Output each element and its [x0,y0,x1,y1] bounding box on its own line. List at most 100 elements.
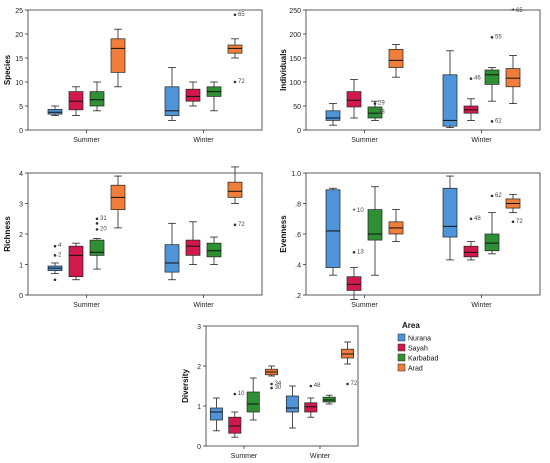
outlier-label: 62 [495,193,502,199]
y-tick-label: 25 [15,8,23,15]
outlier-point [270,382,273,386]
outlier-point [233,80,237,84]
outlier-label: 10 [238,391,245,397]
box-sayah-summer [346,79,362,119]
outlier-point [352,251,356,254]
legend-swatch [397,333,406,342]
box-karbabad-summer [89,81,105,112]
outlier-point [490,120,494,123]
box-karbabad-summer [246,377,260,421]
outlier-point [233,223,237,227]
outlier-label: 72 [238,222,245,228]
box-iqr [110,38,126,73]
box-iqr [164,86,180,116]
box-sayah-summer [68,86,84,116]
y-axis-label: Diversity [181,369,190,403]
outlier-label: 31 [100,216,107,222]
box-nurana-summer [325,103,341,126]
y-tick-label: 3 [197,324,201,331]
x-tick-label: Winter [310,453,331,458]
plot-frame [27,9,263,131]
box-arad-winter [505,193,521,214]
x-tick-label: Winter [471,137,492,144]
box-nurana-summer [47,262,63,275]
outlier-label: 65 [238,12,245,18]
box-arad-winter [227,166,243,204]
box-iqr [89,239,105,256]
legend-swatch [397,343,406,352]
box-arad-summer [110,28,126,88]
outlier-point [233,392,237,396]
box-iqr [227,181,243,198]
y-tick-label: .4 [295,263,301,270]
outlier-label: 65 [516,8,523,14]
box-iqr [228,416,242,434]
x-tick-label: Winter [193,302,214,309]
box-karbabad-summer [367,186,383,276]
box-sayah-summer [346,267,362,300]
box-nurana-winter [285,385,299,429]
x-tick-label: Summer [73,137,100,144]
box-sayah-summer [68,242,84,281]
x-tick-label: Winter [193,137,214,144]
box-iqr [164,244,180,273]
panel-individuals: 0 50 100 150 200 250 Individuals Summer Winter 29… [279,7,541,144]
outlier-label: 20 [100,226,107,232]
y-tick-label: 200 [289,32,301,39]
box-sayah-summer [228,411,242,438]
outlier-label: 48 [314,383,321,389]
box-karbabad-winter [484,212,500,255]
box-iqr [442,187,458,238]
y-tick-label: 5 [19,104,23,111]
y-tick-label: 0 [197,444,201,451]
outlier-star: * [352,207,355,216]
box-arad-winter [227,38,243,59]
box-arad-summer [388,209,404,243]
outlier-point [95,217,99,221]
box-nurana-summer [47,105,63,116]
y-tick-label: 0 [19,293,23,300]
box-arad-summer [388,44,404,78]
box-karbabad-winter [206,81,222,112]
outlier-label: 46 [474,76,481,82]
box-iqr [442,74,458,127]
legend-item: Karbabad [408,356,438,363]
plot-frame [305,172,541,296]
x-tick-label: Winter [471,302,492,309]
y-tick-label: 1.0 [291,171,301,178]
box-karbabad-summer [89,238,105,270]
y-axis-label: Individuals [279,49,288,91]
y-tick-label: 2 [19,232,23,239]
box-iqr [206,242,222,258]
panel-species: 0 5 10 15 20 25 Species Summer Winter 65 72 [3,8,263,144]
plot-frame [205,325,359,447]
x-tick-label: Summer [351,137,378,144]
outlier-label: 30 [275,385,282,391]
box-iqr [388,49,404,68]
box-iqr [367,209,383,241]
outlier-point [270,386,273,390]
y-tick-label: .2 [295,293,301,300]
box-iqr [346,276,362,291]
box-iqr [209,407,223,421]
legend-item: Arad [408,366,423,373]
box-iqr [246,391,260,413]
box-iqr [325,110,341,121]
y-axis-label: Species [3,54,12,85]
outlier-label: 28 [378,110,385,116]
box-karbabad-winter [322,394,336,405]
box-iqr [68,245,84,278]
box-iqr [346,91,362,108]
x-tick-label: Summer [351,302,378,309]
box-sayah-winter [463,241,479,261]
legend-item: Sayah [408,346,428,353]
y-tick-label: .6 [295,232,301,239]
box-nurana-summer [209,397,223,432]
legend-title: Area [402,321,420,330]
outlier-label: 4 [58,243,62,249]
outlier-point [490,36,494,39]
y-tick-label: 150 [289,56,301,63]
